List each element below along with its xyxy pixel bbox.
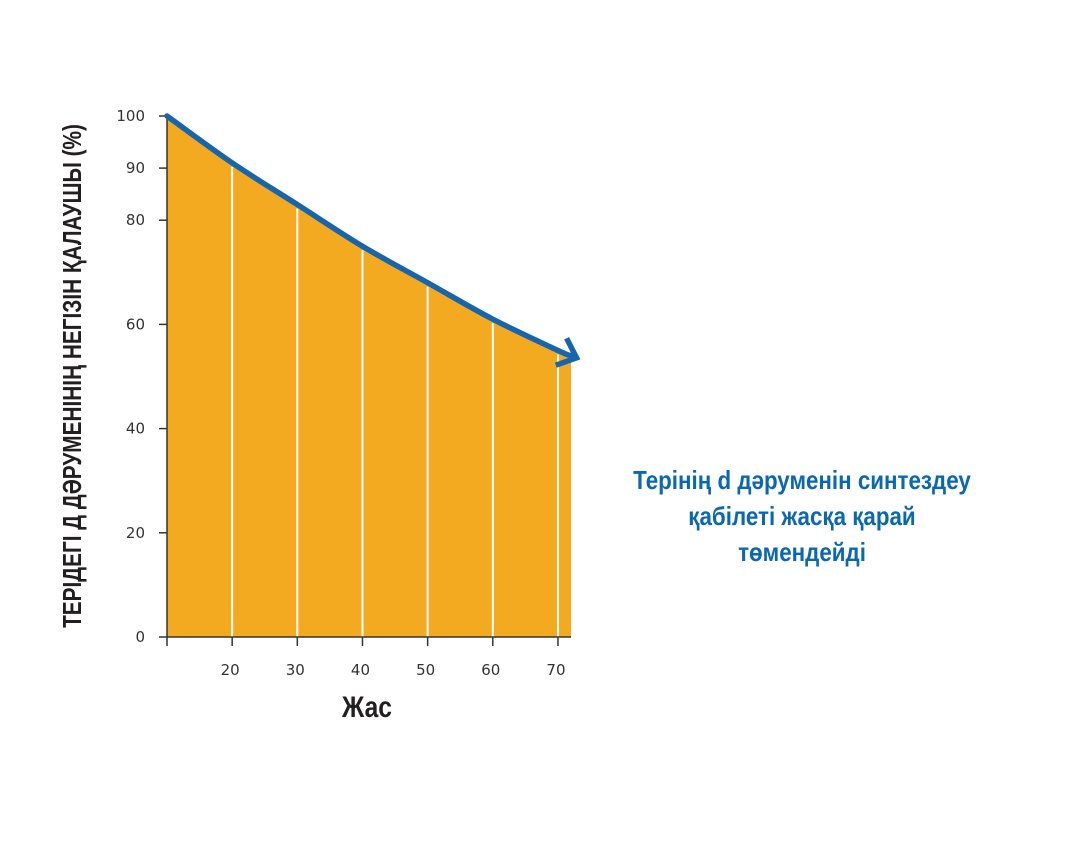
area-fill: [167, 116, 571, 637]
x-tick-label-30: 30: [286, 661, 305, 679]
y-tick-label-60: 60: [126, 315, 145, 333]
x-tick-label-70: 70: [546, 661, 565, 679]
x-tick-label-20: 20: [221, 661, 240, 679]
trend-curve: [164, 113, 574, 359]
y-tick-label-0: 0: [135, 628, 145, 646]
annotation-line-2: қабілеті жасқа қарай төмендейді: [688, 501, 916, 567]
x-tick-label-50: 50: [416, 661, 435, 679]
tick-labels: 0 20 40 60 80 90 100 20 30 40 50 60 70: [116, 107, 565, 679]
y-tick-label-100: 100: [116, 107, 145, 125]
annotation-text: Терінің d дәруменін синтездеу қабілеті ж…: [621, 462, 982, 570]
y-axis-title: ТЕРІДЕГІ Д ДӘРУМЕНІНІҢ НЕГІЗІН ҚАЛАУШЫ (…: [58, 124, 87, 628]
y-tick-label-90: 90: [126, 159, 145, 177]
x-tick-label-60: 60: [481, 661, 500, 679]
area-layer: [167, 116, 571, 637]
x-tick-label-40: 40: [351, 661, 370, 679]
x-axis-title: Жас: [341, 690, 392, 724]
gridlines: [231, 166, 559, 637]
curve-layer: [164, 113, 581, 368]
axes: [166, 116, 571, 638]
arrow-head-icon: [554, 337, 581, 368]
y-tick-label-80: 80: [126, 211, 145, 229]
y-tick-label-40: 40: [126, 420, 145, 438]
annotation-line-1: Терінің d дәруменін синтездеу: [633, 465, 971, 495]
y-tick-label-20: 20: [126, 524, 145, 542]
